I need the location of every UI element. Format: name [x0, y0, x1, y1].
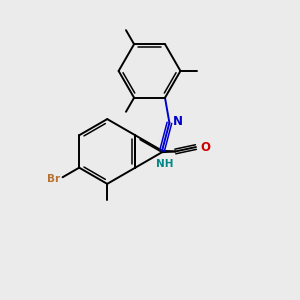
Text: N: N: [173, 115, 183, 128]
Text: NH: NH: [156, 159, 174, 169]
Text: Br: Br: [47, 174, 60, 184]
Text: O: O: [200, 141, 210, 154]
